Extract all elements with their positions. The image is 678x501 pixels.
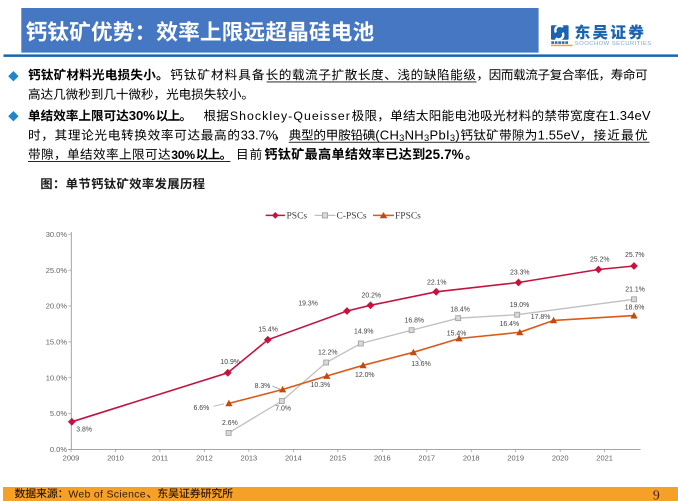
svg-text:22.1%: 22.1% [427,279,447,286]
svg-text:2009: 2009 [63,454,80,463]
svg-text:20.2%: 20.2% [362,293,382,300]
svg-text:6.6%: 6.6% [194,405,210,412]
svg-text:10.9%: 10.9% [220,359,240,366]
svg-text:SOOCHOW SECURITIES: SOOCHOW SECURITIES [575,41,652,47]
svg-text:Shockley-Queisser: Shockley-Queisser [230,109,351,123]
svg-text:2013: 2013 [241,454,258,463]
svg-text:17.8%: 17.8% [531,314,551,321]
svg-text:PbI: PbI [430,128,450,143]
svg-text:2.6%: 2.6% [222,420,238,427]
svg-text:2017: 2017 [418,454,435,463]
svg-text:2016: 2016 [374,454,391,463]
svg-text:18.4%: 18.4% [450,306,470,313]
svg-text:2012: 2012 [196,454,213,463]
svg-text:5.0%: 5.0% [50,409,67,418]
svg-text:PSCs: PSCs [287,212,308,222]
svg-text:NH: NH [405,128,424,143]
svg-text:13.6%: 13.6% [411,361,431,368]
svg-text:23.3%: 23.3% [510,270,530,277]
svg-text:(CH: (CH [375,128,399,143]
svg-text:21.1%: 21.1% [625,287,645,294]
svg-text:FPSCs: FPSCs [395,212,421,222]
svg-text:10.0%: 10.0% [46,373,68,382]
svg-text:2018: 2018 [463,454,480,463]
svg-text:10.3%: 10.3% [311,382,331,389]
svg-text:19.3%: 19.3% [298,300,318,307]
svg-text:1.55eV: 1.55eV [538,128,580,143]
svg-text:12.2%: 12.2% [318,350,338,357]
svg-text:25.2%: 25.2% [590,257,610,264]
svg-text:2011: 2011 [152,454,168,463]
svg-text:1.34eV: 1.34eV [609,108,651,123]
svg-text:3: 3 [399,132,405,143]
svg-text:19.0%: 19.0% [510,302,530,309]
svg-text:3: 3 [424,132,430,143]
svg-text:3.8%: 3.8% [76,426,92,433]
svg-text:25.7%: 25.7% [625,252,645,259]
svg-text:20.0%: 20.0% [46,302,68,311]
svg-text:30%: 30% [129,108,155,123]
svg-text:2019: 2019 [507,454,524,463]
svg-text:2014: 2014 [285,454,302,463]
svg-text:2020: 2020 [552,454,569,463]
svg-text:2015: 2015 [329,454,346,463]
svg-text:7.0%: 7.0% [275,406,291,413]
svg-text:30.0%: 30.0% [46,230,68,239]
svg-text:18.6%: 18.6% [625,304,645,311]
svg-text:15.4%: 15.4% [447,331,467,338]
svg-text:14.9%: 14.9% [354,329,374,336]
svg-text:8.3%: 8.3% [255,383,271,390]
svg-text:0.0%: 0.0% [50,445,67,454]
svg-text:15.0%: 15.0% [46,337,68,346]
svg-text:2021: 2021 [596,454,613,463]
svg-text:30%: 30% [171,148,195,162]
svg-text:C-PSCs: C-PSCs [337,212,367,222]
svg-text:2010: 2010 [107,454,124,463]
svg-text:16.8%: 16.8% [405,318,425,325]
svg-text:3: 3 [450,132,456,143]
svg-text:9: 9 [653,487,660,501]
svg-text:Web of Science: Web of Science [68,488,146,500]
svg-text:): ) [455,128,460,143]
svg-text:12.0%: 12.0% [355,372,375,379]
svg-text:25.7%: 25.7% [425,147,464,162]
svg-text:25.0%: 25.0% [46,266,68,275]
svg-text:33.7%: 33.7% [241,128,278,143]
svg-text:16.4%: 16.4% [500,321,520,328]
svg-text:15.4%: 15.4% [258,326,278,333]
